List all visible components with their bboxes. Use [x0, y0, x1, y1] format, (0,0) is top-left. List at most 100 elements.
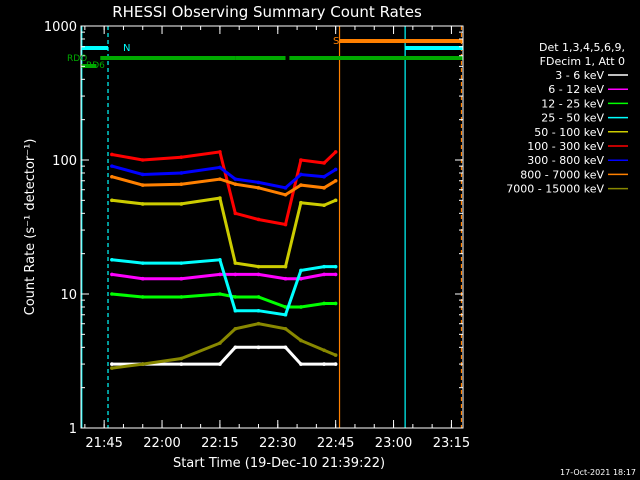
data-point: [322, 301, 326, 306]
data-point: [256, 217, 261, 222]
legend-label: 800 - 7000 keV: [520, 168, 604, 181]
legend-label: 6 - 12 keV: [548, 83, 604, 96]
series-line-4: [111, 196, 337, 269]
flag-rdo-label: RDO: [67, 54, 87, 64]
data-point: [110, 257, 114, 262]
data-point: [333, 353, 338, 357]
legend-label: 100 - 300 keV: [527, 140, 604, 153]
data-point: [218, 292, 222, 296]
data-point: [218, 362, 222, 366]
data-point: [233, 308, 238, 313]
legend-label: 7000 - 15000 keV: [506, 183, 604, 196]
data-point: [299, 158, 303, 162]
y-tick-label: 10: [60, 288, 77, 303]
data-point: [322, 161, 326, 165]
legend-label: 25 - 50 keV: [541, 112, 604, 125]
data-point: [333, 150, 338, 154]
series-line-6: [111, 164, 337, 190]
series-line-1: [111, 272, 336, 281]
x-tick-label: 22:15: [201, 436, 238, 451]
x-axis-label: Start Time (19-Dec-10 21:39:22): [173, 456, 385, 471]
data-point: [283, 312, 288, 317]
data-point: [333, 198, 338, 203]
y-tick-label: 1: [69, 422, 77, 437]
data-point: [299, 268, 303, 273]
data-point: [140, 172, 145, 177]
y-axis-label: Count Rate (s⁻¹ detector⁻¹): [23, 139, 38, 316]
series-line-5: [111, 150, 337, 227]
x-tick-label: 21:45: [85, 436, 122, 451]
x-tick-label: 22:45: [317, 436, 354, 451]
flag-rd6-label: RD6: [86, 61, 105, 71]
data-point: [322, 186, 326, 190]
data-point: [333, 178, 338, 183]
data-point: [299, 200, 303, 205]
data-point: [140, 276, 145, 281]
data-point: [333, 272, 338, 277]
data-point: [233, 295, 238, 299]
flag-s-label: S: [333, 36, 339, 47]
data-point: [110, 272, 114, 277]
data-point: [140, 295, 145, 299]
data-point: [179, 182, 184, 186]
data-point: [299, 338, 303, 343]
data-point: [233, 345, 238, 350]
legend: Det 1,3,4,5,6,9, FDecim 1, Att 0 3 - 6 k…: [506, 41, 628, 196]
data-point: [283, 345, 288, 350]
data-point: [322, 362, 326, 366]
data-point: [233, 177, 238, 181]
data-point: [283, 192, 288, 197]
data-point: [256, 186, 261, 190]
data-point: [140, 362, 145, 366]
data-point: [179, 261, 184, 265]
data-point: [179, 356, 184, 361]
data-point: [110, 164, 114, 168]
data-point: [233, 261, 238, 265]
legend-label: 12 - 25 keV: [541, 97, 604, 110]
plot-frame: [80, 25, 464, 429]
data-point: [110, 366, 114, 370]
legend-label: 3 - 6 keV: [555, 69, 604, 82]
data-point: [322, 272, 326, 277]
data-point: [218, 165, 222, 170]
data-point: [110, 292, 114, 296]
data-point: [283, 186, 288, 190]
data-point: [179, 362, 184, 366]
data-point: [140, 183, 145, 187]
data-point: [322, 348, 326, 353]
data-point: [140, 202, 145, 206]
data-point: [179, 276, 184, 281]
data-point: [256, 308, 261, 313]
data-point: [333, 362, 338, 366]
series-line-7: [111, 175, 337, 197]
data-point: [283, 326, 288, 331]
x-tick-label: 23:15: [433, 436, 470, 451]
data-point: [233, 326, 238, 331]
data-point: [322, 203, 326, 207]
data-point: [218, 272, 222, 277]
data-point: [322, 174, 326, 179]
data-point: [233, 272, 238, 277]
series-line-3: [111, 258, 336, 317]
data-point: [140, 158, 145, 162]
data-point: [333, 167, 338, 172]
data-point: [283, 222, 288, 227]
y-tick-label: 1000: [44, 20, 77, 35]
data-point: [233, 182, 238, 186]
footer-date: 17-Oct-2021 18:17: [560, 468, 636, 477]
data-point: [333, 301, 338, 306]
data-point: [179, 295, 184, 299]
x-tick-label: 22:30: [259, 436, 296, 451]
chart-title: RHESSI Observing Summary Count Rates: [112, 3, 422, 21]
data-point: [256, 180, 261, 185]
data-point: [218, 196, 222, 200]
data-point: [140, 261, 145, 265]
data-point: [110, 152, 114, 157]
flag-n-label: N: [123, 43, 130, 54]
legend-header-line1: Det 1,3,4,5,6,9,: [539, 41, 625, 54]
legend-label: 50 - 100 keV: [534, 126, 604, 139]
legend-label: 300 - 800 keV: [527, 154, 604, 167]
data-point: [218, 257, 222, 262]
data-point: [256, 295, 261, 299]
